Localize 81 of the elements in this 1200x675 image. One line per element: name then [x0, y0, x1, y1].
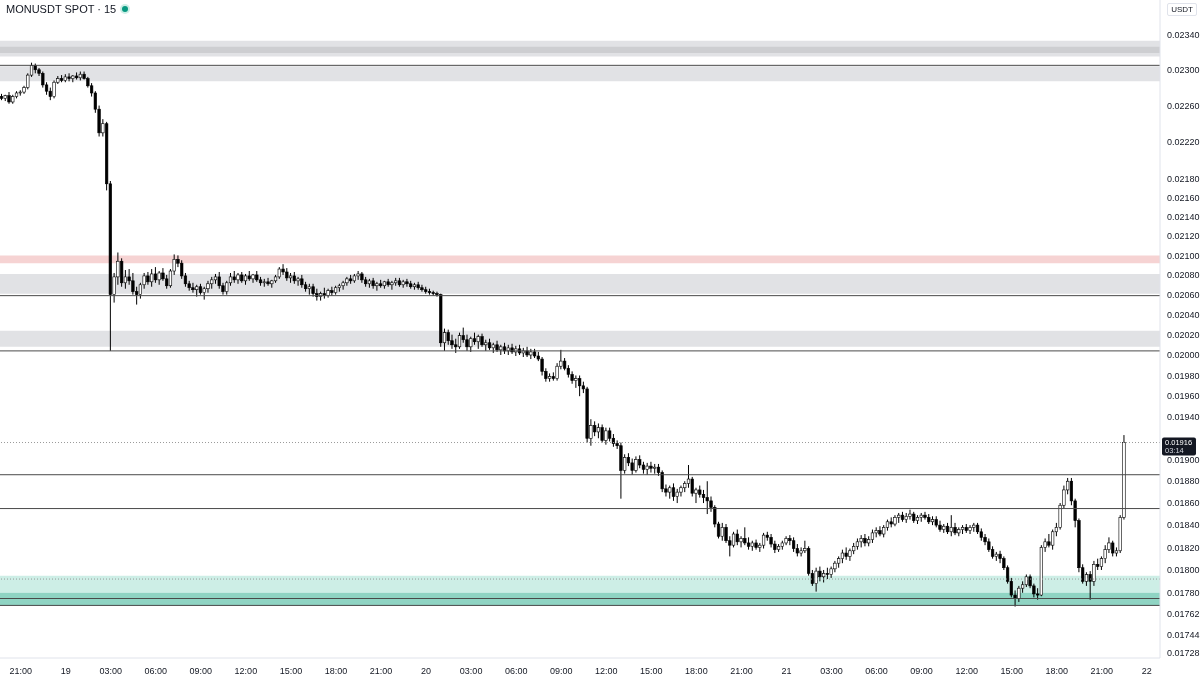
candlestick	[67, 72, 71, 82]
y-tick-label: 0.01800	[1167, 565, 1200, 576]
y-tick-label: 0.02300	[1167, 64, 1200, 75]
y-tick-label: 0.01880	[1167, 476, 1200, 487]
chart-title: MONUSDT SPOT · 15	[6, 3, 117, 15]
candlestick	[814, 567, 818, 593]
candlestick	[1047, 533, 1051, 548]
y-tick-label: 0.01780	[1167, 587, 1200, 598]
x-tick-label: 06:00	[144, 666, 168, 675]
y-tick-label: 0.01860	[1167, 498, 1200, 509]
y-axis-title: USDT	[1167, 3, 1197, 16]
x-tick-label: 20	[421, 666, 432, 675]
y-tick-label: 0.02160	[1167, 193, 1200, 204]
candlestick	[341, 280, 345, 291]
candlestick	[375, 281, 379, 292]
y-tick-label: 0.02260	[1167, 100, 1200, 111]
y-tick-label: 0.01900	[1167, 454, 1200, 465]
candlestick	[405, 278, 409, 288]
x-tick-label: 21	[781, 666, 792, 675]
y-tick-label: 0.01940	[1167, 412, 1200, 423]
x-tick-label: 21:00	[369, 666, 393, 675]
x-tick-label: 18:00	[685, 666, 708, 675]
x-tick-label: 06:00	[504, 666, 528, 675]
y-tick-label: 0.02120	[1167, 231, 1200, 242]
candlestick	[574, 374, 578, 389]
y-tick-label: 0.01960	[1167, 391, 1200, 402]
x-tick-label: 03:00	[99, 666, 123, 675]
x-tick-label: 03:00	[820, 666, 843, 675]
y-tick-label: 0.02180	[1167, 174, 1200, 185]
candlestick	[191, 282, 195, 294]
candlestick	[923, 511, 927, 521]
x-tick-label: 12:00	[955, 666, 978, 675]
candlestick	[863, 533, 867, 547]
y-tick-label: 0.01980	[1167, 370, 1200, 381]
y-tick-label: 0.01762	[1167, 608, 1200, 619]
y-tick-label: 0.02040	[1167, 309, 1200, 320]
candlestick	[739, 535, 743, 548]
candlestick	[146, 271, 150, 286]
x-tick-label: 09:00	[549, 666, 573, 675]
y-tick-label: 0.01728	[1167, 648, 1200, 659]
x-tick-label: 12:00	[595, 666, 618, 675]
x-tick-label: 12:00	[234, 666, 258, 675]
x-tick-label: 18:00	[1045, 666, 1069, 675]
x-tick-label: 21:00	[1090, 666, 1114, 675]
candlestick	[600, 424, 604, 444]
x-tick-label: 19	[60, 666, 71, 675]
candlestick	[236, 272, 240, 285]
y-tick-label: 0.02220	[1167, 137, 1200, 148]
x-tick-label: 21:00	[9, 666, 32, 675]
y-tick-label: 0.02020	[1167, 329, 1200, 340]
candlestick	[330, 286, 334, 297]
candlestick	[968, 524, 972, 535]
x-tick-label: 09:00	[910, 666, 933, 675]
x-tick-label: 15:00	[279, 666, 303, 675]
y-tick-label: 0.02340	[1167, 29, 1200, 40]
candlestick	[938, 520, 942, 533]
x-tick-label: 18:00	[324, 666, 348, 675]
y-tick-label: 0.02100	[1167, 250, 1200, 261]
y-tick-label: 0.01744	[1167, 629, 1200, 640]
candlestick	[908, 509, 912, 521]
candlestick	[420, 284, 424, 293]
x-tick-label: 06:00	[865, 666, 888, 675]
y-tick-label: 0.02140	[1167, 212, 1200, 223]
x-tick-label: 21:00	[730, 666, 753, 675]
candlestick	[356, 270, 360, 281]
x-tick-label: 22	[1141, 666, 1152, 675]
candlestick	[649, 461, 653, 474]
x-tick-label: 15:00	[1000, 666, 1023, 675]
candlestick	[878, 525, 882, 537]
candlestick	[450, 334, 454, 350]
y-tick-label: 0.02080	[1167, 270, 1200, 281]
y-tick-label: 0.02060	[1167, 289, 1200, 300]
y-tick-label: 0.01820	[1167, 542, 1200, 553]
y-tick-label: 0.02000	[1167, 350, 1200, 361]
candlestick	[266, 277, 270, 287]
candlestick	[296, 276, 300, 287]
x-tick-label: 15:00	[640, 666, 663, 675]
candlestick	[390, 280, 394, 291]
x-tick-label: 03:00	[459, 666, 483, 675]
y-tick-label: 0.01840	[1167, 520, 1200, 531]
x-tick-label: 09:00	[189, 666, 213, 675]
